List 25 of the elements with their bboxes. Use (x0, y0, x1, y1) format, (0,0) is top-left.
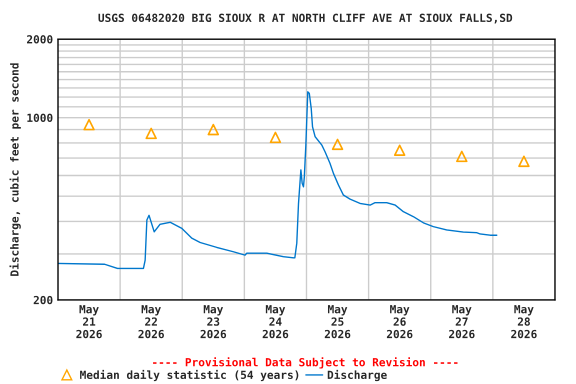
y-axis-title: Discharge, cubic feet per second (9, 63, 21, 276)
x-tick-label: May 24 2026 (262, 305, 288, 338)
y-tick-label: 2000 (27, 35, 52, 44)
point (270, 132, 282, 144)
point (394, 144, 406, 156)
x-tick-label: May 26 2026 (386, 305, 412, 338)
point (518, 156, 530, 168)
x-tick-label: May 28 2026 (511, 305, 537, 338)
x-tick-label: May 25 2026 (324, 305, 350, 338)
x-tick-label: May 23 2026 (200, 305, 226, 338)
y-tick-label: 200 (34, 296, 52, 304)
text: ---- Provisional Data Subject to Revision ---- (153, 357, 458, 369)
point (332, 138, 344, 150)
point (83, 118, 95, 130)
legend-label: Median daily statistic (54 years) (80, 370, 298, 382)
y-tick-label: 1000 (27, 114, 52, 122)
line-series (58, 91, 498, 270)
point (208, 124, 220, 136)
legend-label: Discharge (328, 370, 387, 382)
x-tick-label: May 22 2026 (138, 305, 164, 338)
point (456, 150, 468, 162)
chart-title: USGS 06482020 BIG SIOUX R AT NORTH CLIFF AVE AT SIOUX FALLS,SD (98, 14, 512, 24)
x-tick-label: May 21 2026 (76, 305, 102, 338)
point (145, 128, 157, 140)
x-tick-label: May 27 2026 (449, 305, 475, 338)
